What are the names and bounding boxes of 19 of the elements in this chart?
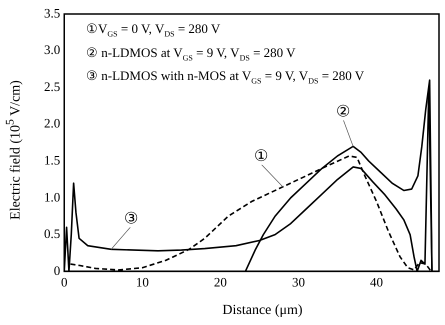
annotation: ② n-LDMOS at V$_{GS}$ = 9 V, V$_{DS}$ = 280 V — [86, 44, 297, 64]
series-label: ① — [254, 148, 268, 166]
y-tick-label: 2.5 — [44, 78, 60, 94]
y-tick-label: 1.0 — [44, 189, 60, 204]
series-label: ② — [336, 104, 350, 121]
x-tick-label: 20 — [214, 274, 227, 290]
x-tick-label: 30 — [292, 274, 305, 290]
series-label: ③ — [124, 210, 138, 228]
x-tick-label: 10 — [136, 274, 149, 290]
x-axis-title: Distance (μm) — [221, 303, 304, 319]
x-tick-label: 40 — [370, 274, 384, 290]
y-tick-label: 0 — [54, 262, 60, 278]
annotation: ③ n-LDMOS with n-MOS at V$_{GS}$ = 9 V, V$_{DS}$ = 280 V — [86, 67, 364, 88]
y-tick-label: 3.5 — [44, 5, 60, 20]
y-tick-label: 0.5 — [44, 226, 60, 242]
y-tick-label: 1.5 — [44, 152, 60, 168]
y-tick-label: 3.0 — [44, 42, 60, 58]
y-tick-label: 2.0 — [44, 116, 60, 131]
annotation: ①V$_{GS}$ = 0 V, V$_{DS}$ = 280 V — [86, 20, 222, 41]
